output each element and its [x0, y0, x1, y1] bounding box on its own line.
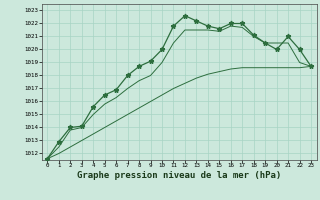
X-axis label: Graphe pression niveau de la mer (hPa): Graphe pression niveau de la mer (hPa): [77, 171, 281, 180]
